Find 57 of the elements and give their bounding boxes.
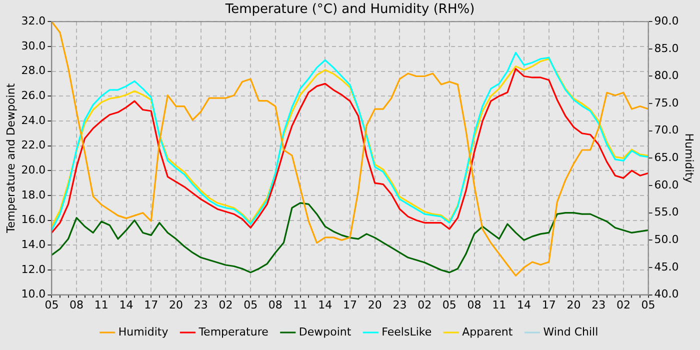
y-tick-label: 30.0: [21, 39, 46, 52]
y2-axis-title: Humidity: [682, 133, 696, 184]
y-tick-label: 22.0: [21, 138, 46, 152]
y-tick-label: 26.0: [21, 88, 46, 102]
x-tick-label: 14: [517, 298, 532, 312]
x-tick-label: 14: [119, 298, 134, 312]
y-tick-label: 20.0: [21, 163, 46, 176]
x-tick-label: 17: [144, 298, 158, 312]
y-tick-label: 24.0: [21, 114, 46, 127]
x-tick-label: 08: [268, 298, 282, 312]
x-tick-label: 11: [94, 298, 108, 312]
x-tick-label: 11: [492, 298, 506, 312]
y-tick-label: 16.0: [21, 213, 46, 226]
y-tick-label: 18.0: [21, 188, 46, 202]
y2-tick-label: 85.0: [654, 42, 679, 55]
y2-tick-label: 55.0: [654, 206, 679, 219]
legend-label: Wind Chill: [543, 325, 598, 338]
x-tick-label: 05: [244, 298, 258, 312]
x-tick-label: 08: [467, 298, 482, 312]
y-tick-label: 14.0: [21, 238, 46, 251]
x-tick-label: 11: [293, 298, 308, 312]
y2-tick-label: 70.0: [654, 124, 679, 137]
x-tick-label: 14: [318, 298, 332, 312]
y2-tick-label: 60.0: [654, 178, 679, 192]
y2-tick-label: 75.0: [654, 96, 679, 110]
legend-label: Temperature: [198, 325, 269, 338]
y2-tick-label: 65.0: [654, 151, 679, 164]
y-tick-label: 28.0: [21, 64, 46, 78]
x-tick-label: 08: [70, 298, 84, 312]
x-tick-label: 20: [168, 298, 183, 312]
x-tick-label: 23: [392, 298, 407, 312]
chart-title: Temperature (°C) and Humidity (RH%): [224, 2, 475, 18]
y2-tick-label: 50.0: [654, 233, 679, 246]
x-tick-label: 02: [616, 298, 630, 312]
x-tick-label: 23: [194, 298, 208, 312]
legend-label: Humidity: [118, 325, 169, 338]
legend-label: Apparent: [462, 325, 514, 338]
y-tick-label: 32.0: [21, 14, 46, 28]
y2-tick-label: 40.0: [654, 288, 679, 301]
x-tick-label: 23: [592, 298, 606, 312]
legend-label: Dewpoint: [298, 325, 352, 338]
y2-tick-label: 80.0: [654, 69, 679, 82]
legend-label: FeelsLike: [382, 325, 432, 338]
x-tick-label: 02: [218, 298, 233, 312]
x-tick-label: 17: [343, 298, 357, 312]
y-axis-title: Temperature and Dewpoint: [4, 82, 18, 234]
y-tick-label: 10.0: [21, 288, 46, 301]
x-tick-label: 05: [641, 298, 656, 312]
y2-tick-label: 90.0: [654, 14, 679, 28]
y2-tick-label: 45.0: [654, 260, 679, 274]
x-tick-label: 20: [566, 298, 581, 312]
x-tick-label: 20: [368, 298, 382, 312]
y-tick-label: 12.0: [21, 262, 46, 276]
x-tick-label: 02: [418, 298, 432, 312]
x-tick-label: 05: [44, 298, 59, 312]
x-tick-label: 05: [442, 298, 456, 312]
x-tick-label: 17: [542, 298, 556, 312]
